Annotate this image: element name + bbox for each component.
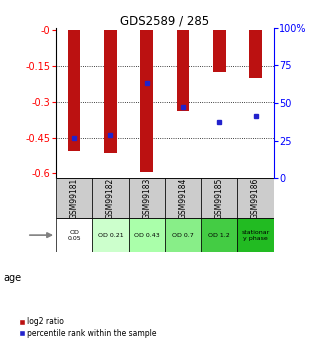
Text: OD 0.7: OD 0.7 xyxy=(172,233,194,238)
Bar xyxy=(92,218,128,252)
Bar xyxy=(249,30,262,78)
Text: OD 1.2: OD 1.2 xyxy=(208,233,230,238)
Bar xyxy=(92,178,128,218)
Text: OD
0.05: OD 0.05 xyxy=(67,230,81,240)
Bar xyxy=(165,178,201,218)
Text: GSM99186: GSM99186 xyxy=(251,178,260,219)
Bar xyxy=(201,178,237,218)
Text: GSM99183: GSM99183 xyxy=(142,178,151,219)
Title: GDS2589 / 285: GDS2589 / 285 xyxy=(120,14,209,28)
Bar xyxy=(56,178,92,218)
Bar xyxy=(128,178,165,218)
Text: age: age xyxy=(3,273,21,283)
Bar xyxy=(68,30,81,151)
Text: GSM99182: GSM99182 xyxy=(106,178,115,219)
Bar xyxy=(56,218,92,252)
Text: OD 0.43: OD 0.43 xyxy=(134,233,160,238)
Text: GSM99184: GSM99184 xyxy=(179,178,188,219)
Bar xyxy=(177,30,189,111)
Legend: log2 ratio, percentile rank within the sample: log2 ratio, percentile rank within the s… xyxy=(19,317,156,338)
Text: stationar
y phase: stationar y phase xyxy=(241,230,270,240)
Bar xyxy=(104,30,117,153)
Text: GSM99181: GSM99181 xyxy=(70,178,79,219)
Bar xyxy=(237,178,274,218)
Bar xyxy=(201,218,237,252)
Bar xyxy=(165,218,201,252)
Bar xyxy=(213,30,225,72)
Text: GSM99185: GSM99185 xyxy=(215,178,224,219)
Text: OD 0.21: OD 0.21 xyxy=(98,233,123,238)
Bar xyxy=(140,30,153,172)
Bar xyxy=(237,218,274,252)
Bar xyxy=(128,218,165,252)
